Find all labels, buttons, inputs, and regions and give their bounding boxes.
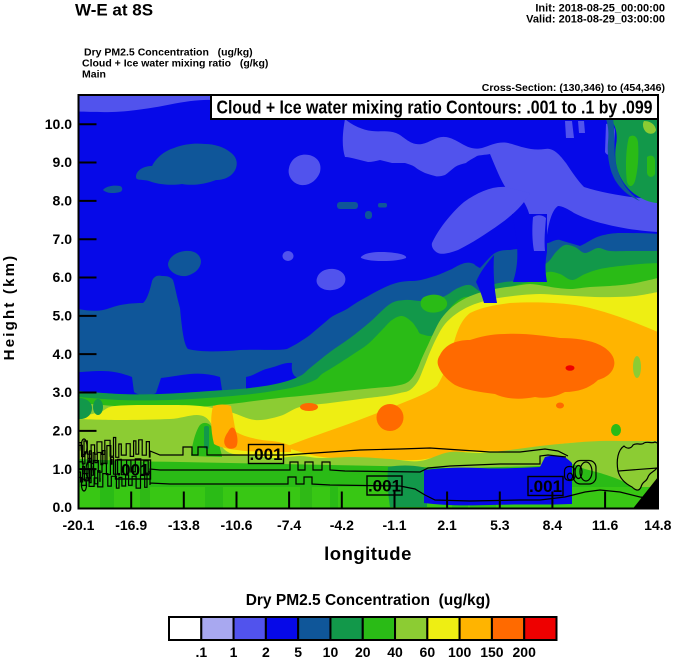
svg-text:5.3: 5.3 (490, 517, 510, 533)
svg-text:Dry PM2.5 Concentration (ug/k: Dry PM2.5 Concentration (ug/kg) (246, 592, 491, 609)
svg-text:200: 200 (513, 644, 537, 660)
svg-text:8.4: 8.4 (543, 517, 563, 533)
svg-text:10.0: 10.0 (45, 116, 72, 132)
svg-text:2.0: 2.0 (53, 423, 73, 439)
svg-text:0.0: 0.0 (53, 499, 73, 515)
svg-text:longitude: longitude (324, 543, 412, 564)
svg-text:20: 20 (355, 644, 371, 660)
svg-text:1.0: 1.0 (53, 461, 73, 477)
svg-text:Cross-Section: (130,346) to (4: Cross-Section: (130,346) to (454,346) (482, 82, 665, 94)
svg-text:3.0: 3.0 (53, 384, 73, 400)
svg-text:W-E at 8S: W-E at 8S (75, 1, 153, 20)
svg-text:60: 60 (420, 644, 436, 660)
svg-text:Cloud + Ice water mixing ratio: Cloud + Ice water mixing ratio Contours:… (217, 98, 653, 118)
svg-text:Valid: 2018-08-29_03:00:00: Valid: 2018-08-29_03:00:00 (526, 14, 665, 26)
svg-text:8.0: 8.0 (53, 193, 73, 209)
svg-text:-16.9: -16.9 (115, 517, 147, 533)
svg-text:1: 1 (230, 644, 238, 660)
svg-text:4.0: 4.0 (53, 346, 73, 362)
svg-text:.001: .001 (116, 461, 149, 480)
svg-text:-4.2: -4.2 (330, 517, 354, 533)
svg-text:100: 100 (448, 644, 472, 660)
svg-text:7.0: 7.0 (53, 231, 73, 247)
svg-text:.001: .001 (368, 477, 401, 496)
svg-text:150: 150 (480, 644, 504, 660)
svg-text:-10.6: -10.6 (221, 517, 253, 533)
svg-text:40: 40 (387, 644, 403, 660)
svg-text:Height (km): Height (km) (1, 254, 18, 361)
svg-text:.001: .001 (529, 477, 562, 496)
svg-text:5: 5 (294, 644, 302, 660)
svg-text:14.8: 14.8 (644, 517, 671, 533)
svg-text:6.0: 6.0 (53, 269, 73, 285)
svg-text:-7.4: -7.4 (277, 517, 301, 533)
svg-text:5.0: 5.0 (53, 308, 73, 324)
svg-text:-20.1: -20.1 (63, 517, 95, 533)
svg-text:.1: .1 (195, 644, 207, 660)
svg-text:Main: Main (82, 69, 106, 81)
svg-text:2: 2 (262, 644, 270, 660)
svg-text:11.6: 11.6 (592, 517, 619, 533)
svg-text:9.0: 9.0 (53, 154, 73, 170)
svg-text:Dry PM2.5 Concentration (ug/: Dry PM2.5 Concentration (ug/kg) (84, 47, 253, 59)
svg-text:Cloud + Ice water mixing ratio: Cloud + Ice water mixing ratio (g/kg) (82, 58, 268, 70)
svg-text:2.1: 2.1 (437, 517, 457, 533)
svg-text:.001: .001 (249, 445, 282, 464)
svg-text:10: 10 (323, 644, 339, 660)
svg-text:Init: 2018-08-25_00:00:00: Init: 2018-08-25_00:00:00 (535, 3, 665, 15)
svg-text:-1.1: -1.1 (382, 517, 406, 533)
svg-text:-13.8: -13.8 (168, 517, 200, 533)
